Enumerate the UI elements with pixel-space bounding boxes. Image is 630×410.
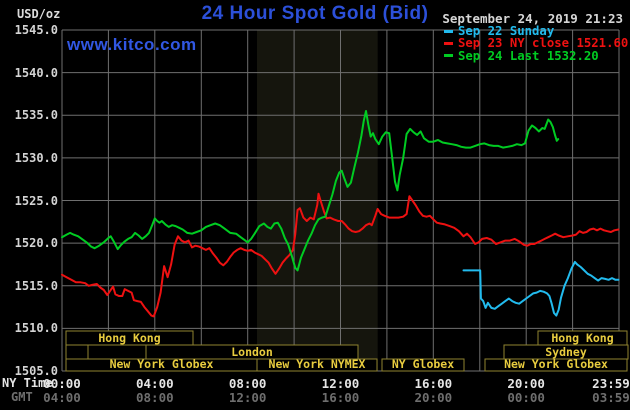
session-label: Sydney (545, 345, 587, 359)
y-tick-label: 1510.0 (14, 321, 58, 336)
y-tick-label: 1505.0 (14, 364, 58, 378)
session-box-ny-globex (381, 358, 465, 372)
x-tick-label: 08:00 (136, 390, 174, 405)
legend-label: Sep 22 Sunday (458, 24, 555, 39)
session-box-new-york-nymex (256, 358, 378, 372)
session-label: New York Globex (504, 357, 608, 371)
x-tick-label: 23:59 (592, 376, 630, 391)
y-axis-units-label: USD/oz (17, 7, 61, 21)
session-label: New York Globex (110, 357, 214, 371)
ny-time-axis-label: NY Time (2, 376, 53, 390)
x-tick-label: 20:00 (414, 390, 453, 405)
x-tick-label: 00:00 (43, 376, 81, 391)
session-label: Hong Kong (551, 331, 613, 345)
y-tick-label: 1530.0 (14, 150, 58, 165)
y-tick-label: 1545.0 (14, 23, 58, 37)
series-line-sep-22-sunday (462, 260, 620, 317)
x-tick-label: 03:59 (592, 390, 630, 405)
y-tick-label: 1525.0 (14, 193, 58, 208)
legend-item-sep23: Sep 23 NY close 1521.60 (444, 36, 629, 51)
gmt-axis-label: GMT (11, 390, 33, 404)
page-title: 24 Hour Spot Gold (Bid) (201, 3, 429, 24)
legend-item-sep24: Sep 24 Last 1532.20 (444, 48, 628, 63)
chart-datetime: September 24, 2019 21:23 (442, 11, 623, 26)
x-tick-label: 08:00 (228, 376, 267, 391)
x-tick-label: 04:00 (136, 376, 174, 391)
session-label: NY Globex (392, 357, 454, 371)
y-tick-label: 1540.0 (14, 65, 58, 80)
session-box (65, 344, 89, 360)
x-tick-label: 12:00 (228, 390, 267, 405)
y-tick-label: 1535.0 (14, 108, 58, 123)
x-tick-label: 04:00 (43, 390, 81, 405)
x-tick-label: 12:00 (321, 376, 360, 391)
session-box-new-york-globex (484, 358, 628, 372)
y-tick-label: 1520.0 (14, 236, 58, 251)
legend: Sep 22 Sunday Sep 23 NY close 1521.60 Se… (444, 24, 629, 63)
series-dash-icon (444, 41, 453, 45)
session-label: London (231, 345, 273, 359)
legend-item-sep22: Sep 22 Sunday (444, 24, 628, 39)
series-dash-icon (444, 54, 453, 58)
x-tick-label: 20:00 (507, 376, 545, 391)
kitco-watermark-link[interactable]: www.kitco.com (67, 35, 197, 54)
x-tick-label: 16:00 (414, 376, 453, 391)
x-tick-label: 16:00 (321, 390, 360, 405)
series-dash-icon (444, 29, 453, 33)
session-label: Hong Kong (98, 331, 160, 345)
session-label: New York NYMEX (269, 357, 366, 371)
legend-label: Sep 24 Last 1532.20 (458, 48, 599, 63)
y-tick-label: 1515.0 (14, 278, 58, 293)
x-tick-label: 00:00 (507, 390, 545, 405)
series-line-sep-24 (61, 110, 560, 272)
legend-label: Sep 23 NY close 1521.60 (458, 36, 629, 51)
